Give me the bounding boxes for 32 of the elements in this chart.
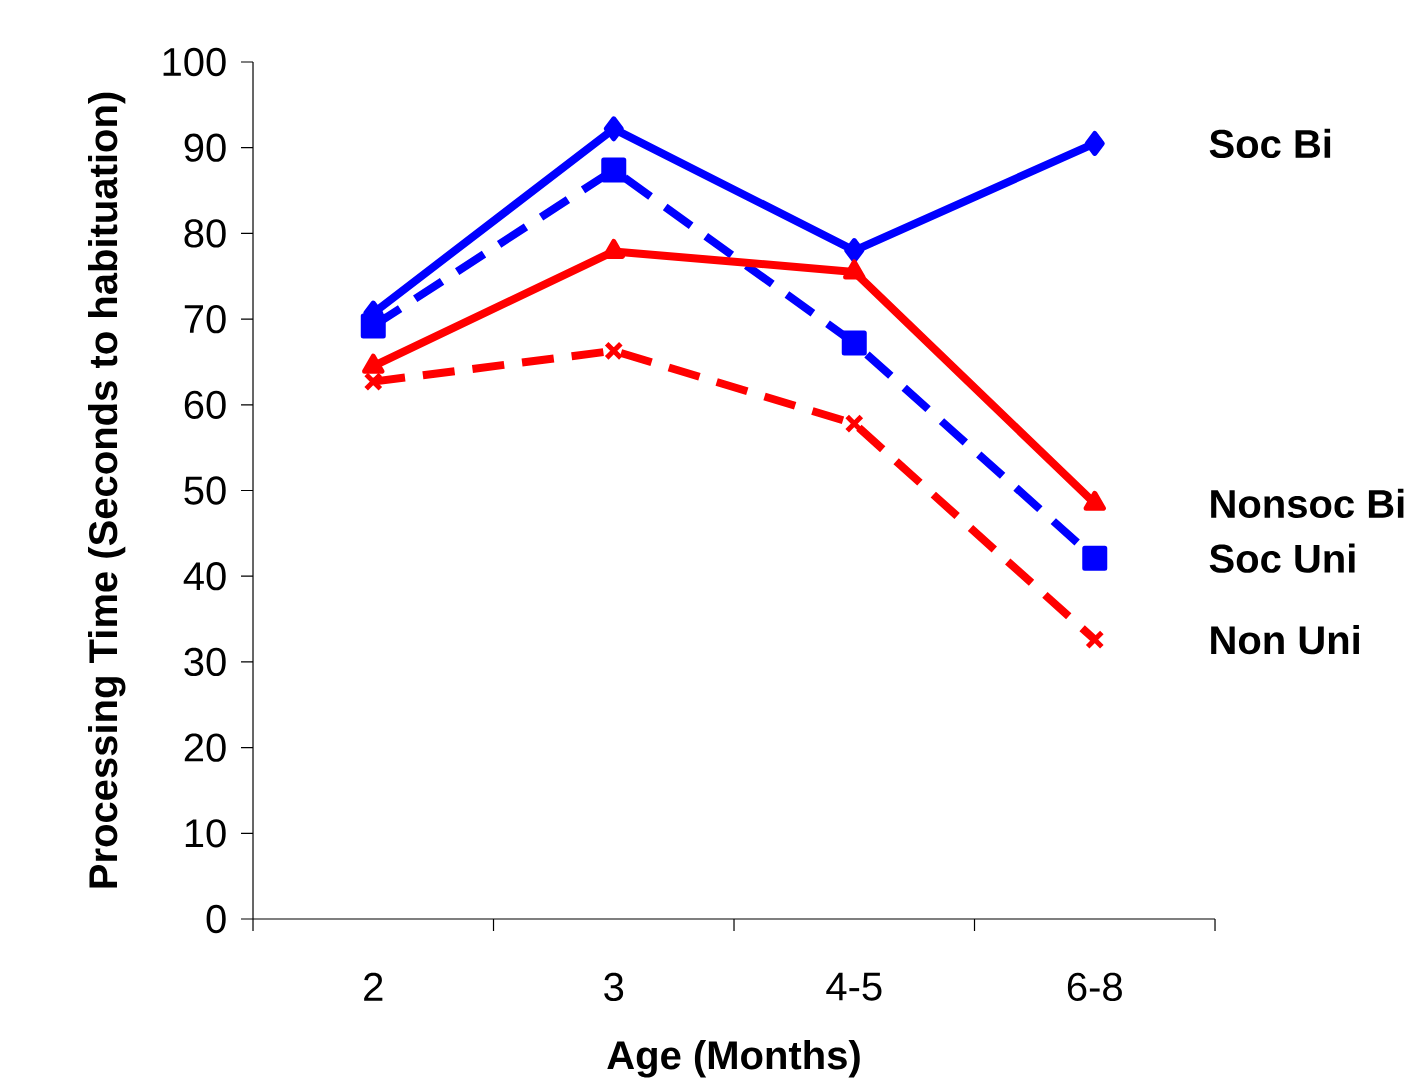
x-tick-label: 4-5: [826, 972, 882, 1001]
point: [844, 238, 865, 264]
y-tick-label: 10: [185, 819, 226, 848]
y-axis-title: Processing Time (Seconds to habituation): [88, 92, 126, 888]
text: Non Uni: [1211, 624, 1359, 655]
y-tick-label: 30: [184, 647, 226, 677]
point: [604, 341, 624, 361]
x-tick-label: 3: [604, 972, 624, 1002]
x-axis-title: Age (Months): [607, 1040, 860, 1078]
y-tick-label: 90: [184, 133, 226, 162]
y-tick-label: 50: [184, 476, 226, 505]
point: [1084, 130, 1105, 156]
point: [603, 116, 624, 142]
point: [360, 313, 386, 339]
point: [363, 372, 383, 392]
point: [844, 414, 864, 434]
x-tick-label: 6-8: [1067, 972, 1122, 1002]
y-tick-label: 100: [163, 47, 226, 77]
text: Nonsoc Bi: [1211, 488, 1404, 519]
point: [841, 330, 867, 356]
y-tick-label: 70: [184, 305, 226, 334]
text: Soc Bi: [1209, 128, 1331, 159]
y-tick-label: 0: [206, 904, 226, 934]
point: [601, 157, 627, 183]
point: [1085, 630, 1105, 650]
y-tick-label: 20: [184, 733, 226, 762]
point: [1082, 545, 1108, 571]
y-tick-label: 60: [184, 390, 226, 419]
y-tick-label: 40: [183, 562, 226, 591]
x-tick-label: 2: [364, 972, 383, 1001]
y-tick-label: 80: [184, 219, 226, 248]
text: Soc Uni: [1209, 543, 1355, 573]
